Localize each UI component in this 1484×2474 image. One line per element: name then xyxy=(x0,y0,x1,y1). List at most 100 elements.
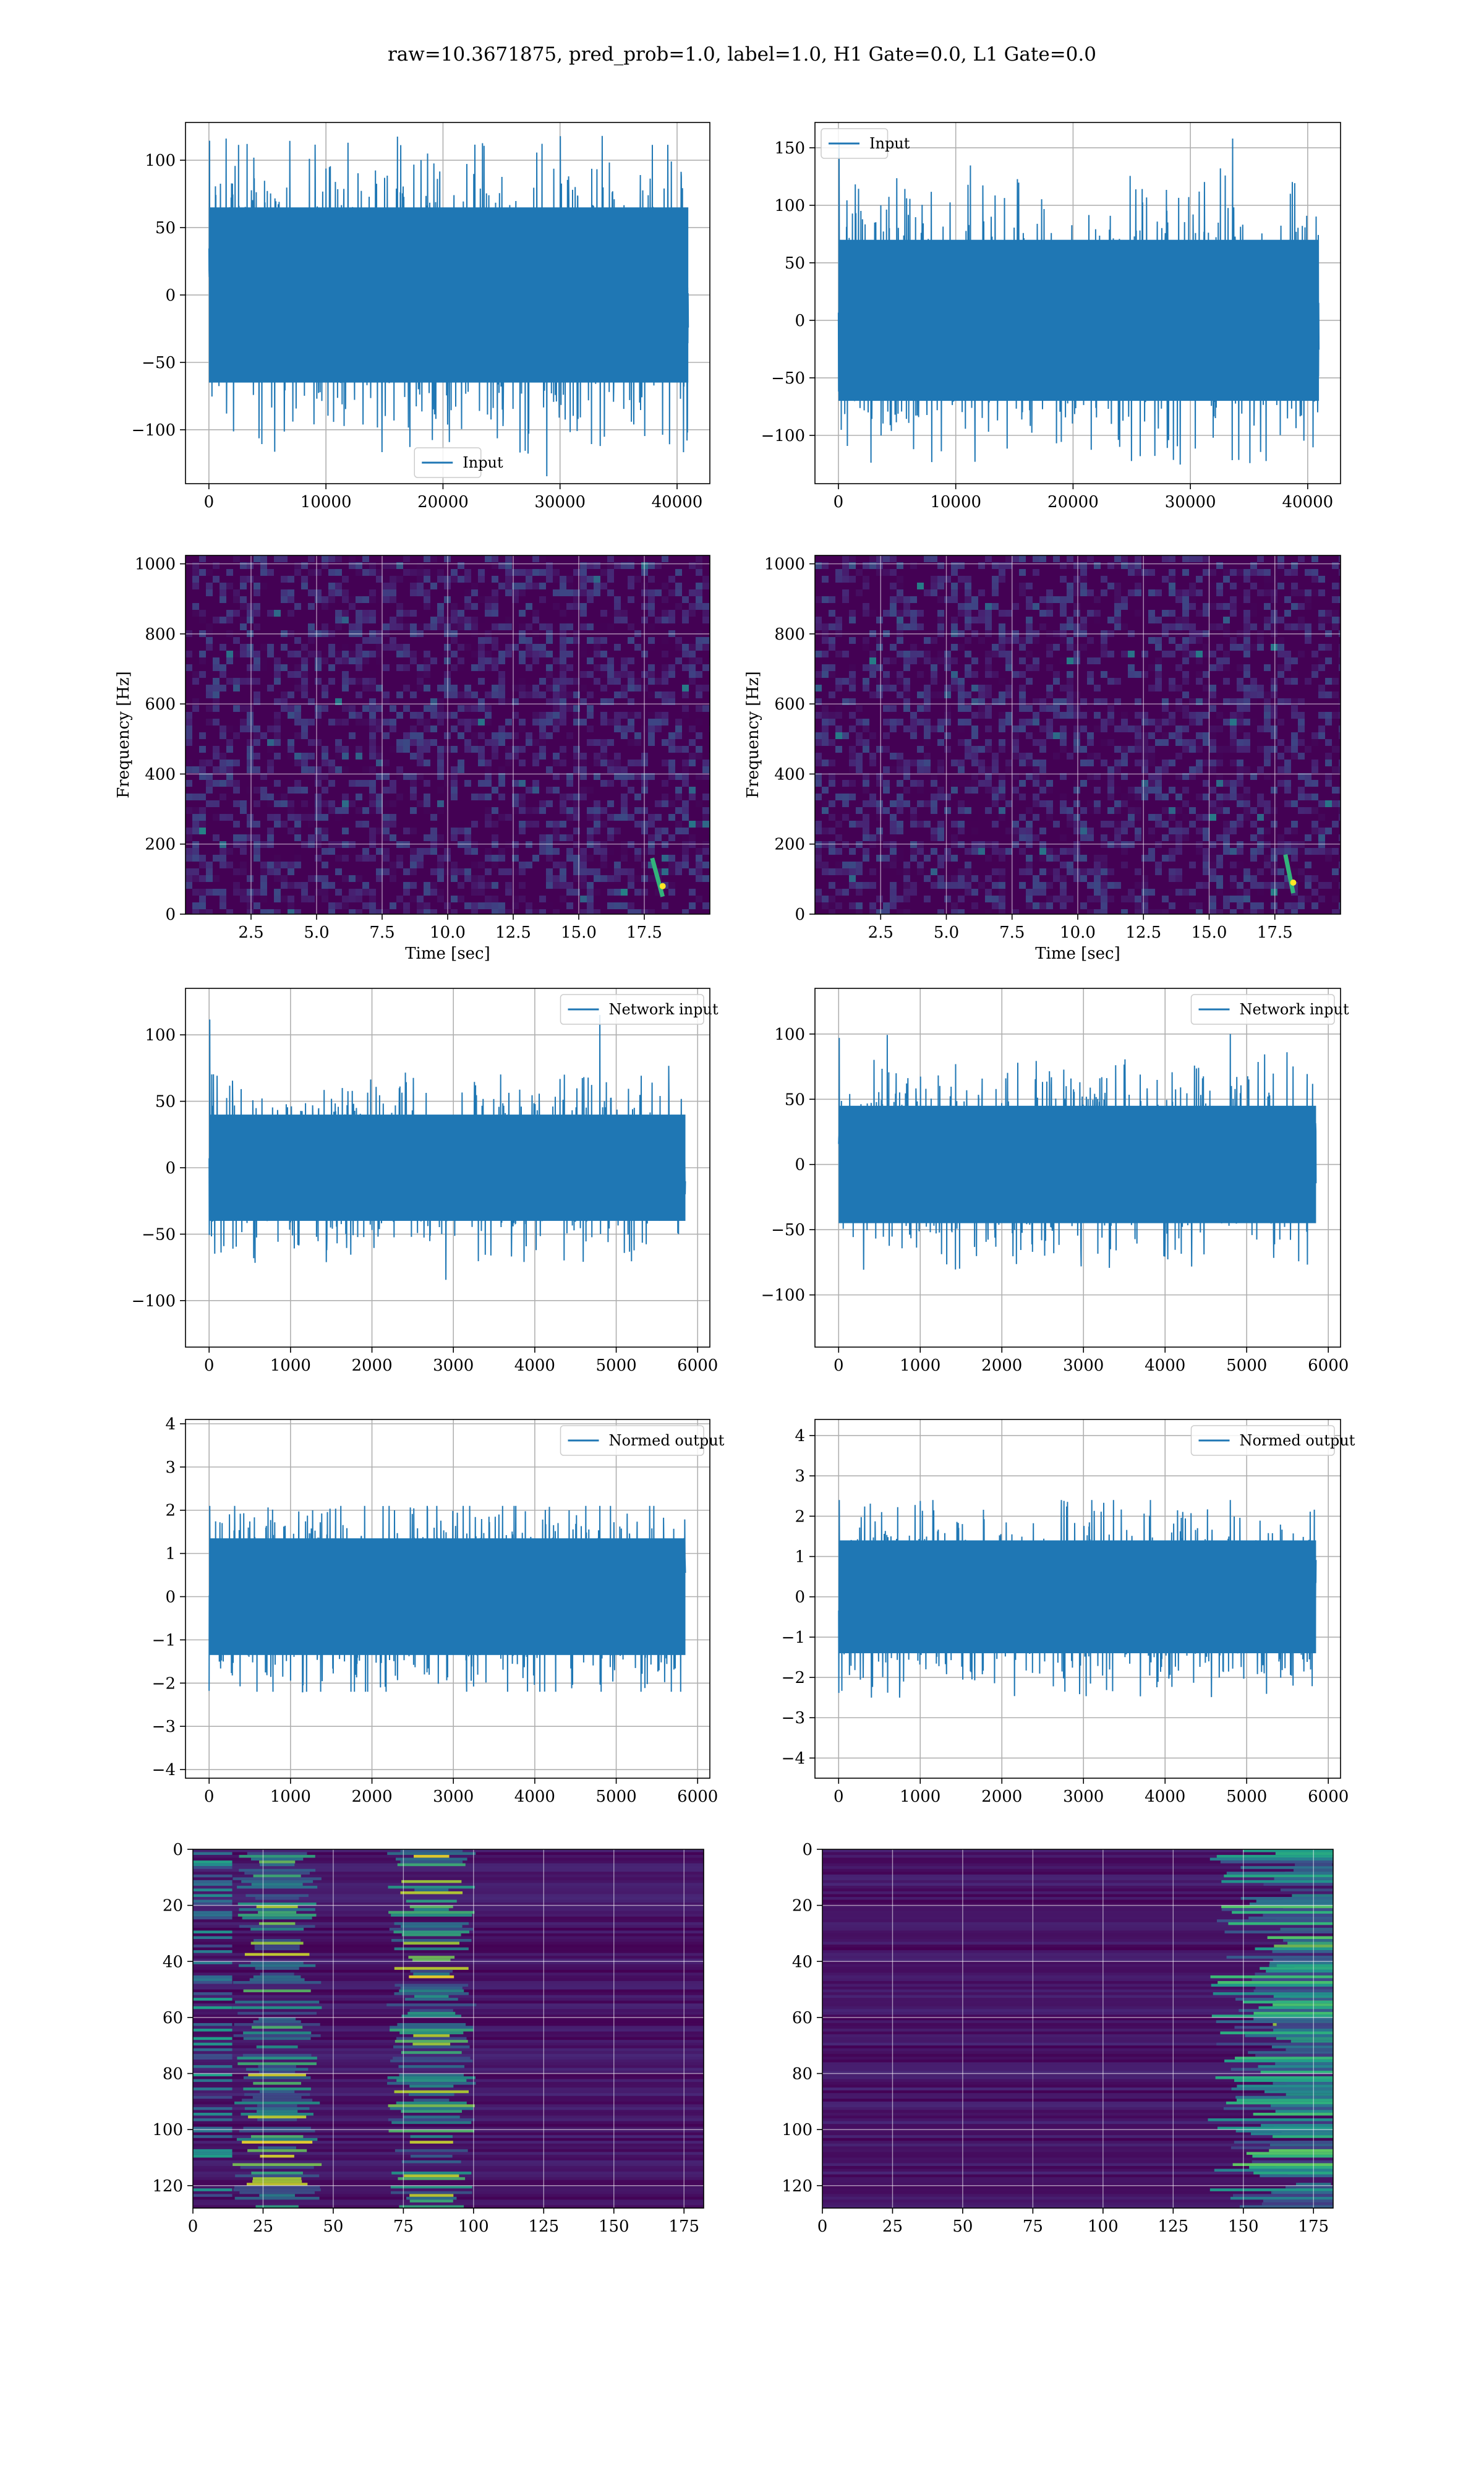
chart-input-h1: Input 0 10000 20000 30000 40000 −100 −50 0 50 100 xyxy=(132,122,710,511)
y-tick-label: −100 xyxy=(761,1286,805,1305)
x-tick-label: 100 xyxy=(1088,2217,1119,2236)
chirp-signal xyxy=(650,857,665,897)
x-tick-label: 7.5 xyxy=(369,923,394,942)
y-tick-label: 3 xyxy=(795,1467,805,1486)
x-tick-label: 17.5 xyxy=(1257,923,1293,942)
y-tick-label: −3 xyxy=(152,1718,176,1736)
axes-frame xyxy=(185,122,710,484)
x-tick-label: 5000 xyxy=(595,1787,636,1806)
plot-area xyxy=(822,1849,1333,2208)
x-tick-label: 125 xyxy=(1158,2217,1188,2236)
y-tick-label: −100 xyxy=(761,427,805,445)
y-tick-label: −4 xyxy=(152,1761,176,1779)
series-band xyxy=(208,207,689,383)
x-tick-label: 20000 xyxy=(417,493,469,511)
x-tick-label: 125 xyxy=(528,2217,559,2236)
y-axis-label: Frequency [Hz] xyxy=(744,671,762,798)
x-tick-label: 2.5 xyxy=(868,923,893,942)
x-tick-label: 17.5 xyxy=(626,923,662,942)
x-tick-label: 30000 xyxy=(1165,493,1216,511)
x-tick-label: 4000 xyxy=(1145,1356,1185,1375)
x-tick-label: 4000 xyxy=(1145,1787,1185,1806)
chart-input-l1: Input 0 10000 20000 30000 40000 −100 −50 0 50 100 1… xyxy=(761,122,1341,511)
legend: Normed output xyxy=(1190,1425,1355,1456)
figure-title: raw=10.3671875, pred_prob=1.0, label=1.0… xyxy=(387,43,1096,66)
x-tick-label: 5000 xyxy=(595,1356,636,1375)
x-tick-label: 3000 xyxy=(1063,1356,1104,1375)
x-tick-label: 75 xyxy=(1023,2217,1043,2236)
y-tick-label: 400 xyxy=(774,765,805,784)
y-tick-label: 100 xyxy=(774,1025,805,1044)
x-tick-label: 75 xyxy=(393,2217,414,2236)
series-band xyxy=(209,1115,686,1221)
y-tick-label: 0 xyxy=(165,286,176,305)
legend-label: Normed output xyxy=(1240,1432,1355,1449)
y-tick-label: 40 xyxy=(792,1953,812,1971)
y-tick-label: 80 xyxy=(792,2065,812,2084)
legend-label: Input xyxy=(463,454,503,471)
x-tick-label: 2000 xyxy=(351,1356,392,1375)
y-tick-label: 400 xyxy=(145,765,176,784)
legend: Normed output xyxy=(560,1425,725,1456)
y-tick-label: 800 xyxy=(774,625,805,644)
x-tick-label: 25 xyxy=(882,2217,903,2236)
y-axis-label: Frequency [Hz] xyxy=(114,671,133,798)
x-tick-label: 0 xyxy=(204,493,215,511)
y-tick-label: 100 xyxy=(145,1026,176,1045)
y-tick-label: 4 xyxy=(165,1415,176,1434)
y-tick-label: 0 xyxy=(165,1588,176,1607)
x-tick-label: 0 xyxy=(834,1787,844,1806)
legend-label: Network input xyxy=(1240,1001,1349,1018)
y-tick-label: 50 xyxy=(155,1093,176,1111)
legend-label: Normed output xyxy=(609,1432,725,1449)
x-tick-label: 2000 xyxy=(981,1356,1022,1375)
y-tick-label: 200 xyxy=(145,836,176,854)
x-tick-label: 0 xyxy=(834,1356,844,1375)
y-tick-label: 0 xyxy=(795,905,805,924)
x-tick-label: 150 xyxy=(599,2217,629,2236)
y-tick-label: −100 xyxy=(132,421,176,440)
y-tick-label: 0 xyxy=(795,1588,805,1607)
chart-act-l1: 0 25 50 75 100 125 150 175 0 20 40 60 80 100 120 xyxy=(782,1841,1334,2236)
y-tick-label: 20 xyxy=(792,1897,812,1915)
x-tick-label: 0 xyxy=(188,2217,198,2236)
y-tick-label: 60 xyxy=(163,2009,183,2027)
chart-spec-l1: 2.5 5.0 7.5 10.0 12.5 15.0 17.5 0 200 400 600 800 10… xyxy=(744,555,1341,963)
x-tick-label: 12.5 xyxy=(495,923,531,942)
legend: Network input xyxy=(1190,994,1349,1025)
x-tick-label: 2000 xyxy=(981,1787,1022,1806)
y-tick-label: −50 xyxy=(142,1225,176,1244)
y-tick-label: −50 xyxy=(771,369,805,388)
y-tick-label: 100 xyxy=(774,197,805,215)
plot-area xyxy=(815,988,1341,1347)
y-tick-label: 100 xyxy=(782,2121,812,2139)
y-tick-label: 2 xyxy=(795,1507,805,1526)
plot-area xyxy=(815,1419,1341,1778)
y-tick-label: 40 xyxy=(163,1953,183,1971)
x-tick-label: 1000 xyxy=(270,1356,311,1375)
series-band xyxy=(838,1540,1316,1653)
x-tick-label: 1000 xyxy=(900,1356,940,1375)
x-tick-label: 40000 xyxy=(652,493,703,511)
y-tick-label: 0 xyxy=(802,1841,812,1859)
plot-area xyxy=(815,555,1341,914)
x-tick-label: 100 xyxy=(458,2217,489,2236)
x-axis-label: Time [sec] xyxy=(405,944,490,963)
y-tick-label: −3 xyxy=(782,1709,805,1727)
x-tick-label: 5000 xyxy=(1226,1356,1267,1375)
y-tick-label: −4 xyxy=(782,1749,805,1768)
plot-area xyxy=(815,122,1341,484)
y-tick-label: −1 xyxy=(782,1629,805,1647)
y-tick-label: 20 xyxy=(163,1897,183,1915)
y-tick-label: 800 xyxy=(145,625,176,644)
y-tick-label: 3 xyxy=(165,1458,176,1477)
y-tick-label: −50 xyxy=(771,1221,805,1239)
chirp-peak xyxy=(1290,880,1297,886)
y-tick-label: 120 xyxy=(782,2177,812,2196)
x-tick-label: 150 xyxy=(1228,2217,1259,2236)
x-tick-label: 40000 xyxy=(1282,493,1334,511)
y-tick-label: 1 xyxy=(165,1545,176,1564)
y-tick-label: −100 xyxy=(132,1292,176,1311)
